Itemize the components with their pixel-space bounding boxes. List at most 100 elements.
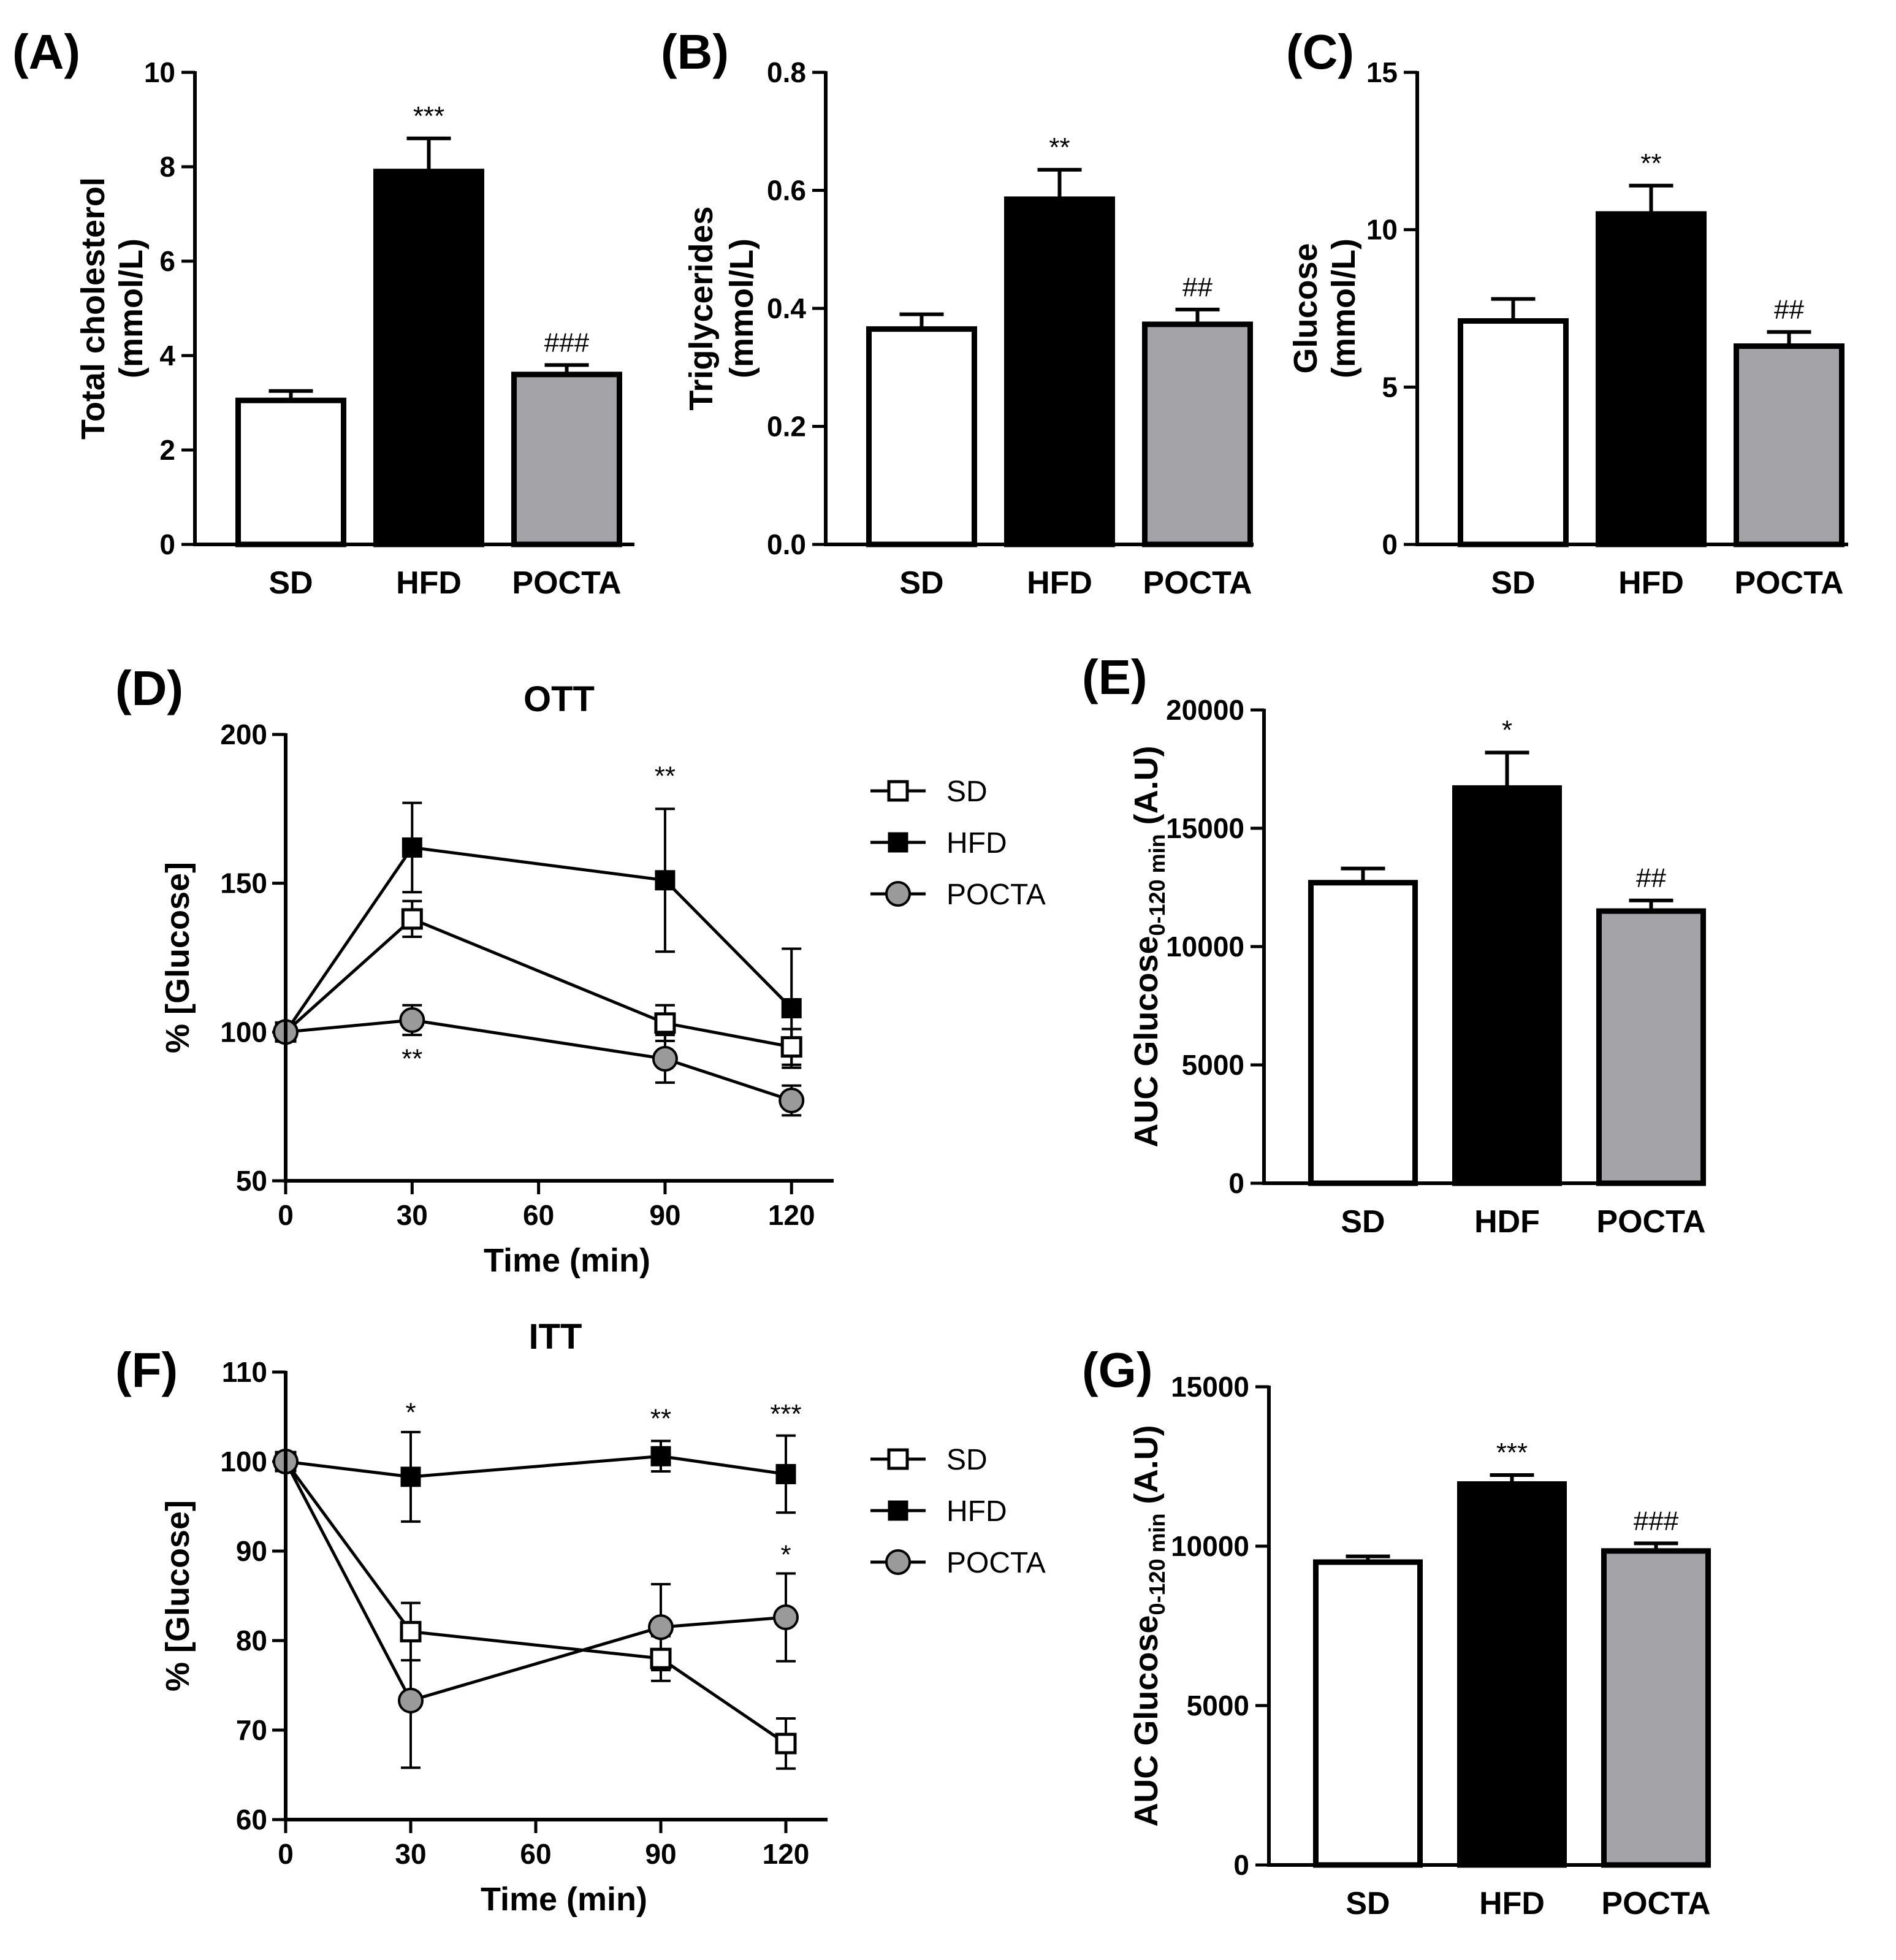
y-axis-title: % [Glucose]: [159, 1500, 196, 1691]
legend: SD HFD POCTA: [870, 1444, 1046, 1579]
bar-hfd: [1596, 211, 1707, 547]
significance-label: ***: [770, 1399, 801, 1429]
marker-hfd: [650, 1446, 671, 1466]
y-tick-label: 0.4: [767, 292, 806, 324]
significance-label: ###: [1634, 1506, 1679, 1536]
category-label: SD: [899, 565, 943, 601]
panel-label-e: (E): [1082, 650, 1148, 704]
y-tick-label: 2: [159, 434, 175, 466]
panel-d: (D) OTT 50 100 150 200 0 30 60 90 120 ** ** Time (min…: [115, 661, 1046, 1279]
category-label: POCTA: [1143, 565, 1252, 601]
x-axis-title: Time (min): [481, 1881, 647, 1918]
significance-label: ##: [1774, 295, 1804, 325]
category-label: SD: [268, 565, 313, 601]
significance-label: **: [655, 761, 676, 791]
significance-label: ##: [1182, 272, 1213, 302]
category-label: HFD: [1479, 1886, 1545, 1921]
y-tick-label: 100: [220, 1446, 267, 1478]
significance-label: **: [1049, 132, 1070, 162]
bar-hdf: [1452, 785, 1562, 1186]
y-tick-label: 5000: [1187, 1690, 1249, 1722]
y-tick-label: 100: [220, 1016, 267, 1048]
y-tick-label: 200: [220, 719, 267, 750]
x-tick-label: 90: [645, 1838, 676, 1870]
legend-label-hfd: HFD: [946, 1495, 1007, 1528]
y-tick-label: 15000: [1171, 1371, 1249, 1403]
y-axis-unit: (mmol/L): [723, 238, 760, 378]
marker-hfd: [888, 1500, 908, 1521]
y-axis-title: Glucose: [1287, 243, 1324, 373]
y-tick-label: 4: [159, 340, 175, 372]
bar-pocta: [1142, 321, 1253, 547]
y-axis-unit: (mmol/L): [113, 238, 150, 378]
significance-label: *: [1502, 715, 1512, 745]
category-label: HDF: [1474, 1204, 1540, 1240]
marker-hfd: [655, 870, 676, 891]
marker-pocta: [773, 1604, 799, 1631]
y-tick-label: 60: [236, 1804, 267, 1836]
bar-sd: [1458, 318, 1569, 547]
series-line-sd: [284, 917, 792, 1049]
y-tick-label: 0.6: [767, 175, 806, 207]
y-axis-title-subscript: 0-120 min: [1144, 1513, 1170, 1615]
series-line-hfd: [284, 845, 793, 1033]
marker-pocta: [399, 1007, 425, 1033]
marker-pocta: [885, 1549, 911, 1575]
bar-pocta: [1734, 343, 1845, 547]
bar-sd: [1313, 1559, 1423, 1868]
marker-pocta: [779, 1087, 805, 1113]
panel-g: (G) 0 5000 10000 15000 SD HFD *** POCTA ### AUC Gl…: [1082, 1343, 1711, 1921]
chart-title: ITT: [529, 1317, 582, 1357]
category-label: HFD: [396, 565, 462, 601]
y-axis-unit: (mmol/L): [1325, 238, 1362, 378]
significance-label: ***: [1496, 1438, 1528, 1468]
y-axis-title: AUC Glucose0-120 min (A.U): [1128, 1425, 1170, 1826]
y-tick-label: 150: [220, 868, 267, 899]
marker-sd: [650, 1647, 672, 1669]
marker-sd: [887, 1448, 909, 1470]
panel-label-c: (C): [1286, 25, 1354, 79]
y-tick-label: 5: [1382, 371, 1398, 403]
y-tick-label: 15000: [1166, 812, 1244, 844]
significance-label: **: [650, 1404, 671, 1434]
marker-sd: [780, 1036, 802, 1058]
panel-label-b: (B): [661, 25, 729, 79]
y-tick-label: 10: [144, 56, 175, 88]
y-tick-label: 8: [159, 151, 175, 183]
y-axis-title-subscript: 0-120 min: [1144, 834, 1170, 936]
significance-label: ***: [413, 101, 444, 131]
y-tick-label: 0: [1382, 528, 1398, 560]
category-label: POCTA: [512, 565, 621, 601]
category-label: POCTA: [1596, 1204, 1705, 1240]
y-tick-label: 0: [159, 528, 175, 560]
x-tick-label: 0: [278, 1838, 294, 1870]
legend-label-hfd: HFD: [946, 827, 1007, 860]
category-label: HFD: [1027, 565, 1092, 601]
y-tick-label: 0: [1233, 1849, 1249, 1881]
category-label: SD: [1491, 565, 1535, 601]
panel-label-f: (F): [115, 1343, 178, 1397]
bar-pocta: [1601, 1548, 1711, 1868]
legend-label-pocta: POCTA: [946, 1547, 1046, 1579]
y-axis-title-main: AUC Glucose: [1128, 1615, 1165, 1826]
bar-sd: [235, 397, 346, 547]
y-tick-label: 110: [222, 1356, 267, 1388]
bar-hfd: [1004, 196, 1115, 547]
significance-label: ##: [1636, 863, 1666, 893]
series-line-pocta: [284, 1460, 786, 1703]
x-axis-title: Time (min): [484, 1242, 650, 1279]
panel-c: (C) 0 5 10 15 SD HFD ** POCTA ## Glucose (mmol/L): [1286, 25, 1848, 601]
marker-pocta: [398, 1687, 424, 1714]
bar-pocta: [1596, 908, 1706, 1186]
y-tick-label: 0.8: [767, 56, 806, 88]
chart-title: OTT: [523, 679, 595, 719]
marker-hfd: [400, 1466, 421, 1487]
x-tick-label: 30: [397, 1199, 428, 1231]
category-label: POCTA: [1601, 1886, 1710, 1921]
marker-pocta: [652, 1046, 678, 1072]
series-line-pocta: [285, 1018, 793, 1102]
marker-hfd: [781, 998, 802, 1019]
legend: SD HFD POCTA: [870, 776, 1046, 911]
y-tick-label: 0: [1228, 1167, 1244, 1199]
